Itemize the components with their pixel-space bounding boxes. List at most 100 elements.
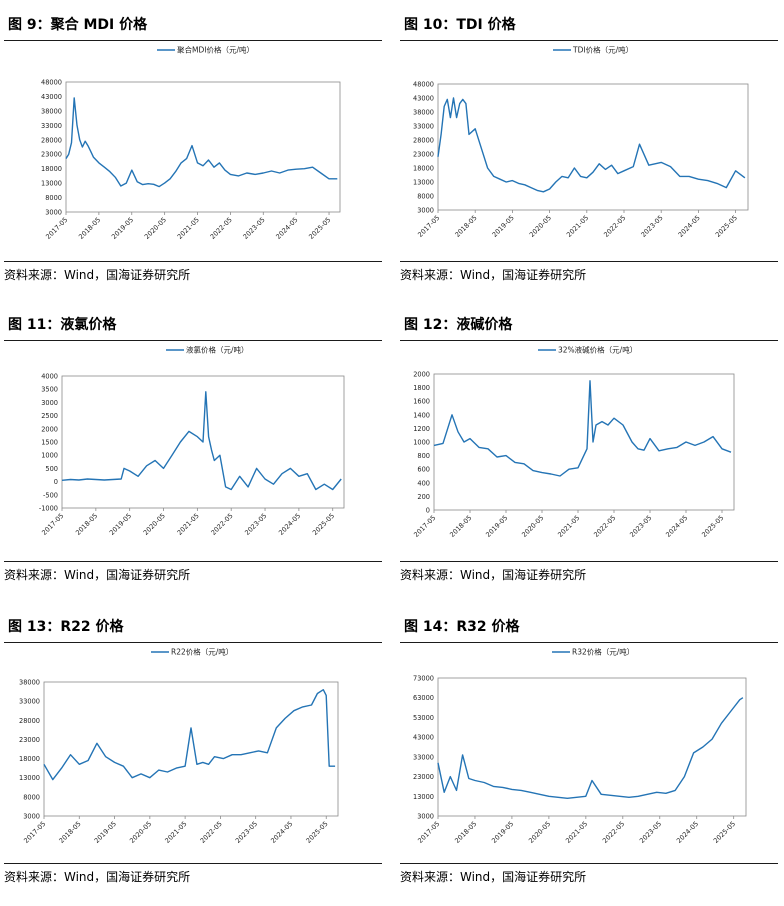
x-tick-label: 2024-05 xyxy=(664,514,689,539)
y-tick-label: 13000 xyxy=(41,180,62,188)
line-chart: 48000 43000 38000 33000 28000 23000 18000 13000… xyxy=(41,45,341,241)
chart-panel-r22: 图 13：R22 价格 38000 33000 28000 23000 18000 130… xyxy=(4,608,384,902)
x-tick-label: 2021-05 xyxy=(564,820,589,845)
y-tick-label: 3000 xyxy=(417,207,434,215)
x-tick-label: 2021-05 xyxy=(556,514,581,539)
top-rule xyxy=(400,40,778,41)
x-tick-label: 2020-05 xyxy=(142,512,167,537)
chart-panel-tdi: 图 10：TDI 价格 48000 43000 38000 33000 28000 230… xyxy=(400,6,780,300)
figure-title: 图 12：液碱价格 xyxy=(404,317,513,333)
x-tick-label: 2024-05 xyxy=(274,216,299,241)
x-tick-label: 2020-05 xyxy=(528,214,553,239)
y-tick-label: 18000 xyxy=(19,755,40,763)
plot-frame xyxy=(437,677,747,817)
x-tick-label: 2020-05 xyxy=(520,514,545,539)
y-tick-label: 600 xyxy=(417,466,430,474)
legend-label: R22价格（元/吨） xyxy=(171,647,233,657)
legend-label: TDI价格（元/吨） xyxy=(572,45,633,55)
y-tick-label: 1000 xyxy=(413,439,430,447)
plot-frame xyxy=(437,83,749,211)
series-line xyxy=(433,380,732,477)
x-tick-label: 2022-05 xyxy=(602,214,627,239)
x-tick-label: 2023-05 xyxy=(639,214,664,239)
series-line xyxy=(43,689,336,781)
y-tick-label: 3000 xyxy=(41,399,58,407)
x-tick-label: 2022-05 xyxy=(209,216,234,241)
legend-label: 32%液碱价格（元/吨） xyxy=(558,345,637,355)
bottom-rule xyxy=(4,261,382,262)
legend-label: 聚合MDI价格（元/吨） xyxy=(177,45,254,55)
figure-title: 图 11：液氯价格 xyxy=(8,317,117,333)
y-tick-label: 33000 xyxy=(413,123,434,131)
y-tick-label: 1500 xyxy=(41,439,58,447)
top-rule xyxy=(4,642,382,643)
y-tick-label: 8000 xyxy=(45,194,62,202)
x-tick-label: 2024-05 xyxy=(675,820,700,845)
x-tick-label: 2018-05 xyxy=(74,512,99,537)
x-tick-label: 2022-05 xyxy=(592,514,617,539)
x-tick-label: 2022-05 xyxy=(199,820,224,845)
x-tick-label: 2017-05 xyxy=(44,216,69,241)
source-note: 资料来源：Wind，国海证券研究所 xyxy=(400,268,587,282)
x-tick-label: 2018-05 xyxy=(77,216,102,241)
y-tick-label: 2000 xyxy=(41,425,58,433)
y-tick-label: 800 xyxy=(417,452,430,460)
chart-panel-mdi: 图 9：聚合 MDI 价格 48000 43000 38000 33000 28000 2… xyxy=(4,6,384,300)
y-tick-label: 33000 xyxy=(19,698,40,706)
top-rule xyxy=(4,40,382,41)
y-tick-label: 400 xyxy=(417,479,430,487)
x-tick-label: 2019-05 xyxy=(93,820,118,845)
x-tick-label: 2022-05 xyxy=(601,820,626,845)
y-tick-label: 4000 xyxy=(41,373,58,381)
y-tick-label: 38000 xyxy=(19,679,40,687)
y-tick-label: 28000 xyxy=(41,136,62,144)
x-tick-label: 2020-05 xyxy=(143,216,168,241)
plot-frame xyxy=(43,681,339,817)
y-tick-label: 500 xyxy=(45,465,58,473)
x-tick-label: 2018-05 xyxy=(453,214,478,239)
x-tick-label: 2022-05 xyxy=(209,512,234,537)
y-tick-label: 0 xyxy=(426,507,430,515)
line-chart: 3800033000280002300018000130008000300020… xyxy=(19,647,339,845)
x-tick-label: 2017-05 xyxy=(416,820,441,845)
x-tick-label: 2021-05 xyxy=(565,214,590,239)
y-tick-label: -1000 xyxy=(39,505,58,513)
y-tick-label: 13000 xyxy=(413,179,434,187)
series-line xyxy=(65,97,338,188)
series-line xyxy=(437,97,746,193)
line-chart: 48000 43000 38000 33000 28000 23000 18000 13000… xyxy=(413,45,749,239)
x-tick-label: 2017-05 xyxy=(40,512,65,537)
y-tick-label: 1400 xyxy=(413,411,430,419)
y-tick-label: 3000 xyxy=(45,209,62,217)
plot-frame xyxy=(61,375,345,509)
x-tick-label: 2019-05 xyxy=(110,216,135,241)
y-tick-label: 1200 xyxy=(413,425,430,433)
bottom-rule xyxy=(4,561,382,562)
x-tick-label: 2024-05 xyxy=(677,214,702,239)
y-tick-label: 23000 xyxy=(413,151,434,159)
x-tick-label: 2023-05 xyxy=(628,514,653,539)
y-tick-label: 23000 xyxy=(413,773,434,781)
y-tick-label: 18000 xyxy=(41,165,62,173)
y-tick-label: 3500 xyxy=(41,386,58,394)
y-tick-label: 18000 xyxy=(413,165,434,173)
y-tick-label: 3000 xyxy=(23,813,40,821)
x-tick-label: 2017-05 xyxy=(412,514,437,539)
x-tick-label: 2020-05 xyxy=(527,820,552,845)
source-note: 资料来源：Wind，国海证券研究所 xyxy=(400,568,587,582)
y-tick-label: 1800 xyxy=(413,384,430,392)
top-rule xyxy=(4,340,382,341)
x-tick-label: 2017-05 xyxy=(22,820,47,845)
x-tick-label: 2024-05 xyxy=(277,512,302,537)
x-tick-label: 2017-05 xyxy=(416,214,441,239)
x-tick-label: 2020-05 xyxy=(128,820,153,845)
series-line xyxy=(61,391,342,491)
y-tick-label: 43000 xyxy=(413,95,434,103)
y-tick-label: 73000 xyxy=(413,675,434,683)
x-tick-label: 2023-05 xyxy=(243,512,268,537)
series-line xyxy=(437,697,744,800)
x-tick-label: 2021-05 xyxy=(163,820,188,845)
chart-panel-caustic-soda: 图 12：液碱价格 2000 1800 1600 1400 1200 1000 800 600… xyxy=(400,306,780,600)
y-tick-label: 38000 xyxy=(41,107,62,115)
x-tick-label: 2025-05 xyxy=(307,216,332,241)
